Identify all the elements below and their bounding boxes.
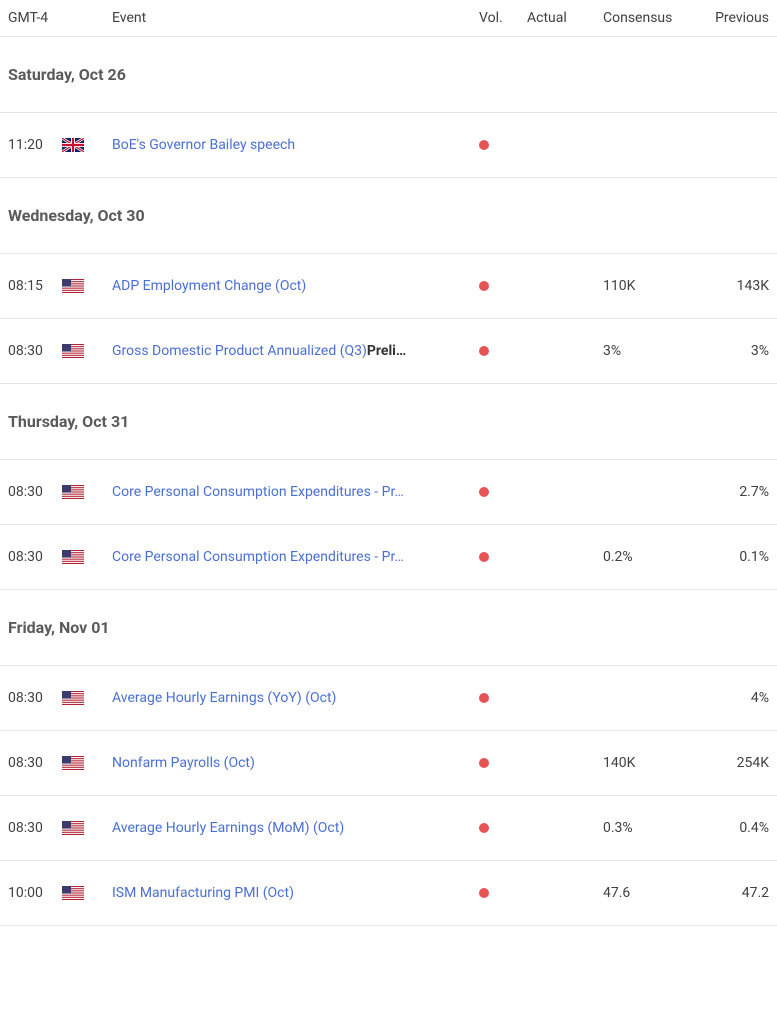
event-time: 08:30 [8, 484, 62, 500]
event-volatility [479, 823, 527, 833]
event-previous: 0.1% [703, 549, 769, 565]
event-previous: 47.2 [703, 885, 769, 901]
event-volatility [479, 758, 527, 768]
event-link[interactable]: ISM Manufacturing PMI (Oct) [112, 885, 294, 901]
event-volatility [479, 888, 527, 898]
event-volatility [479, 487, 527, 497]
day-header: Thursday, Oct 31 [0, 384, 777, 460]
event-time: 08:30 [8, 549, 62, 565]
us-flag-icon [62, 756, 84, 770]
event-flag [62, 138, 112, 152]
event-volatility [479, 346, 527, 356]
event-link[interactable]: Core Personal Consumption Expenditures -… [112, 549, 404, 565]
volatility-dot-icon [479, 758, 489, 768]
us-flag-icon [62, 886, 84, 900]
table-header: GMT-4 Event Vol. Actual Consensus Previo… [0, 0, 777, 37]
volatility-dot-icon [479, 552, 489, 562]
event-name-cell: Core Personal Consumption Expenditures -… [112, 549, 479, 565]
event-time: 08:30 [8, 343, 62, 359]
day-header: Wednesday, Oct 30 [0, 178, 777, 254]
volatility-dot-icon [479, 823, 489, 833]
event-link[interactable]: Core Personal Consumption Expenditures -… [112, 484, 404, 500]
event-name-cell: BoE's Governor Bailey speech [112, 137, 479, 153]
us-flag-icon [62, 550, 84, 564]
volatility-dot-icon [479, 487, 489, 497]
volatility-dot-icon [479, 888, 489, 898]
event-link[interactable]: BoE's Governor Bailey speech [112, 137, 295, 153]
event-link[interactable]: Average Hourly Earnings (YoY) (Oct) [112, 690, 336, 706]
event-row[interactable]: 08:30 Core Personal Consumption Expenditu… [0, 460, 777, 525]
event-row[interactable]: 08:30 Average Hourly Earnings (MoM) (Oct)… [0, 796, 777, 861]
event-previous: 254K [703, 755, 769, 771]
event-consensus: 3% [603, 343, 703, 359]
day-header: Saturday, Oct 26 [0, 37, 777, 113]
event-row[interactable]: 08:30 Nonfarm Payrolls (Oct) 140K254K [0, 731, 777, 796]
event-flag [62, 821, 112, 835]
header-previous: Previous [703, 10, 769, 26]
us-flag-icon [62, 821, 84, 835]
event-link[interactable]: Nonfarm Payrolls (Oct) [112, 755, 255, 771]
gb-flag-icon [62, 138, 84, 152]
header-event: Event [112, 10, 479, 26]
event-volatility [479, 693, 527, 703]
event-previous: 143K [703, 278, 769, 294]
us-flag-icon [62, 279, 84, 293]
header-consensus: Consensus [603, 10, 703, 26]
us-flag-icon [62, 485, 84, 499]
event-previous: 3% [703, 343, 769, 359]
event-flag [62, 756, 112, 770]
event-link[interactable]: Gross Domestic Product Annualized (Q3) [112, 343, 367, 359]
event-volatility [479, 281, 527, 291]
event-row[interactable]: 08:30 Gross Domestic Product Annualized (… [0, 319, 777, 384]
event-row[interactable]: 08:30 Average Hourly Earnings (YoY) (Oct)… [0, 666, 777, 731]
header-actual: Actual [527, 10, 603, 26]
event-time: 08:30 [8, 820, 62, 836]
event-suffix: Preli… [367, 343, 406, 359]
event-volatility [479, 140, 527, 150]
event-consensus: 140K [603, 755, 703, 771]
event-time: 08:30 [8, 755, 62, 771]
event-flag [62, 279, 112, 293]
day-header: Friday, Nov 01 [0, 590, 777, 666]
event-flag [62, 344, 112, 358]
event-name-cell: Nonfarm Payrolls (Oct) [112, 755, 479, 771]
event-name-cell: Gross Domestic Product Annualized (Q3)Pr… [112, 343, 479, 359]
event-name-cell: ISM Manufacturing PMI (Oct) [112, 885, 479, 901]
volatility-dot-icon [479, 281, 489, 291]
header-time: GMT-4 [8, 10, 62, 26]
event-previous: 2.7% [703, 484, 769, 500]
event-link[interactable]: ADP Employment Change (Oct) [112, 278, 306, 294]
event-volatility [479, 552, 527, 562]
event-flag [62, 550, 112, 564]
event-previous: 0.4% [703, 820, 769, 836]
event-row[interactable]: 11:20 BoE's Governor Bailey speech [0, 113, 777, 178]
volatility-dot-icon [479, 693, 489, 703]
calendar-body: Saturday, Oct 26 11:20 BoE's Governor Bail… [0, 37, 777, 926]
event-time: 08:15 [8, 278, 62, 294]
event-consensus: 110K [603, 278, 703, 294]
event-row[interactable]: 10:00 ISM Manufacturing PMI (Oct) 47.647.2 [0, 861, 777, 926]
event-name-cell: ADP Employment Change (Oct) [112, 278, 479, 294]
event-consensus: 0.3% [603, 820, 703, 836]
us-flag-icon [62, 344, 84, 358]
event-consensus: 0.2% [603, 549, 703, 565]
event-flag [62, 691, 112, 705]
event-previous: 4% [703, 690, 769, 706]
event-link[interactable]: Average Hourly Earnings (MoM) (Oct) [112, 820, 344, 836]
event-time: 11:20 [8, 137, 62, 153]
us-flag-icon [62, 691, 84, 705]
event-row[interactable]: 08:15 ADP Employment Change (Oct) 110K143K [0, 254, 777, 319]
header-vol: Vol. [479, 10, 527, 26]
event-name-cell: Core Personal Consumption Expenditures -… [112, 484, 479, 500]
volatility-dot-icon [479, 346, 489, 356]
event-flag [62, 886, 112, 900]
event-name-cell: Average Hourly Earnings (YoY) (Oct) [112, 690, 479, 706]
event-time: 08:30 [8, 690, 62, 706]
event-consensus: 47.6 [603, 885, 703, 901]
event-flag [62, 485, 112, 499]
volatility-dot-icon [479, 140, 489, 150]
event-row[interactable]: 08:30 Core Personal Consumption Expenditu… [0, 525, 777, 590]
event-time: 10:00 [8, 885, 62, 901]
event-name-cell: Average Hourly Earnings (MoM) (Oct) [112, 820, 479, 836]
